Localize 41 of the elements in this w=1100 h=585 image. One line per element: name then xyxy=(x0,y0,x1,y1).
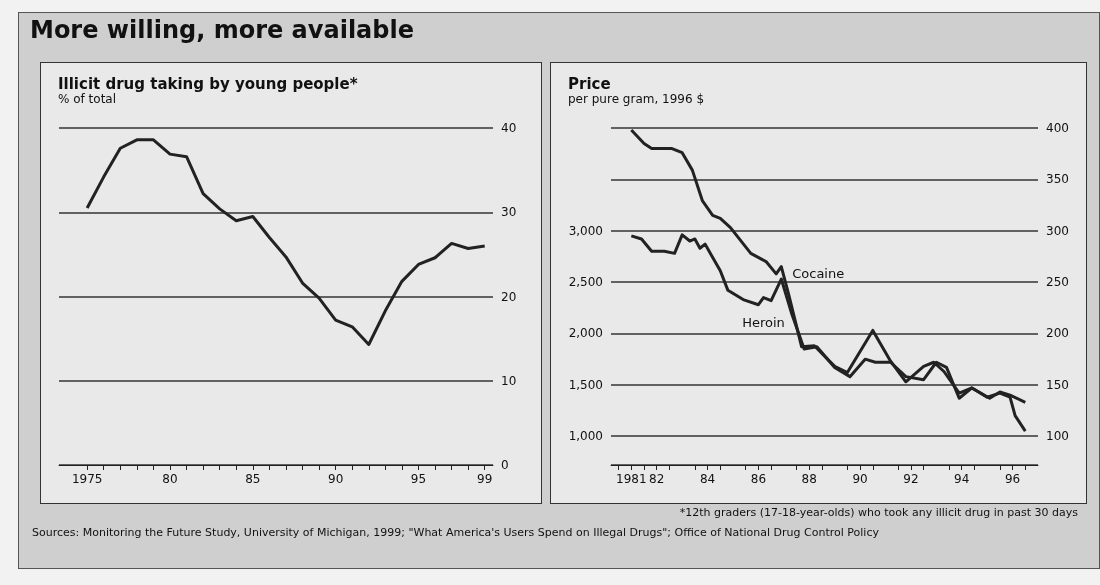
y-tick-label: 3,000 xyxy=(568,223,603,238)
y2-tick-label: 200 xyxy=(1046,326,1069,341)
series-label: Cocaine xyxy=(792,266,845,282)
y2-tick-label: 300 xyxy=(1046,223,1069,238)
series-label: Heroin xyxy=(742,314,785,330)
y-tick-label: 1,500 xyxy=(568,377,603,392)
y-tick-label: 10 xyxy=(501,373,517,388)
x-tick-label: 99 xyxy=(477,472,493,486)
y2-tick-label: 100 xyxy=(1046,429,1069,444)
y-tick-label: 30 xyxy=(501,205,517,220)
chart-subtitle: % of total xyxy=(58,92,117,106)
source-note: Sources: Monitoring the Future Study, University of Michigan, 1999; "What America's Users Spend on Illegal Drugs"; Office of National Drug Control Policy xyxy=(32,526,879,539)
x-tick-label: 86 xyxy=(750,472,767,486)
x-tick-label: 84 xyxy=(699,472,716,486)
y-tick-label: 40 xyxy=(501,121,517,135)
y-tick-label: 0 xyxy=(501,458,509,472)
y2-tick-label: 150 xyxy=(1046,377,1069,392)
y-tick-label: 2,500 xyxy=(568,275,603,290)
chart-title: Illicit drug taking by young people* xyxy=(58,74,358,93)
x-tick-label: 85 xyxy=(245,472,261,486)
y2-tick-label: 250 xyxy=(1046,275,1069,290)
text: *12th graders (17-18-year-olds) who took any illicit drug in past 30 days xyxy=(679,506,1078,519)
x-tick-label: 1975 xyxy=(71,472,103,486)
y-tick-label: 20 xyxy=(501,289,517,304)
x-tick-label: 88 xyxy=(801,472,817,486)
y-tick-label: 1,000 xyxy=(568,429,603,444)
text: More willing, more available xyxy=(30,16,414,44)
y-tick-label: 2,000 xyxy=(568,326,603,341)
x-tick-label: 82 xyxy=(649,472,665,486)
x-tick-label: 90 xyxy=(852,472,868,486)
x-tick-label: 92 xyxy=(903,472,919,486)
chart-subtitle: per pure gram, 1996 $ xyxy=(568,92,705,106)
x-tick-label: 80 xyxy=(162,472,178,486)
x-tick-label: 95 xyxy=(410,472,427,486)
y2-tick-label: 350 xyxy=(1046,172,1069,187)
chart-title: Price xyxy=(568,74,611,93)
y2-tick-label: 400 xyxy=(1046,121,1069,135)
x-tick-label: 94 xyxy=(954,472,970,486)
x-tick-label: 96 xyxy=(1004,472,1021,486)
x-tick-label: 90 xyxy=(327,472,344,486)
x-tick-label: 1981 xyxy=(616,472,647,486)
